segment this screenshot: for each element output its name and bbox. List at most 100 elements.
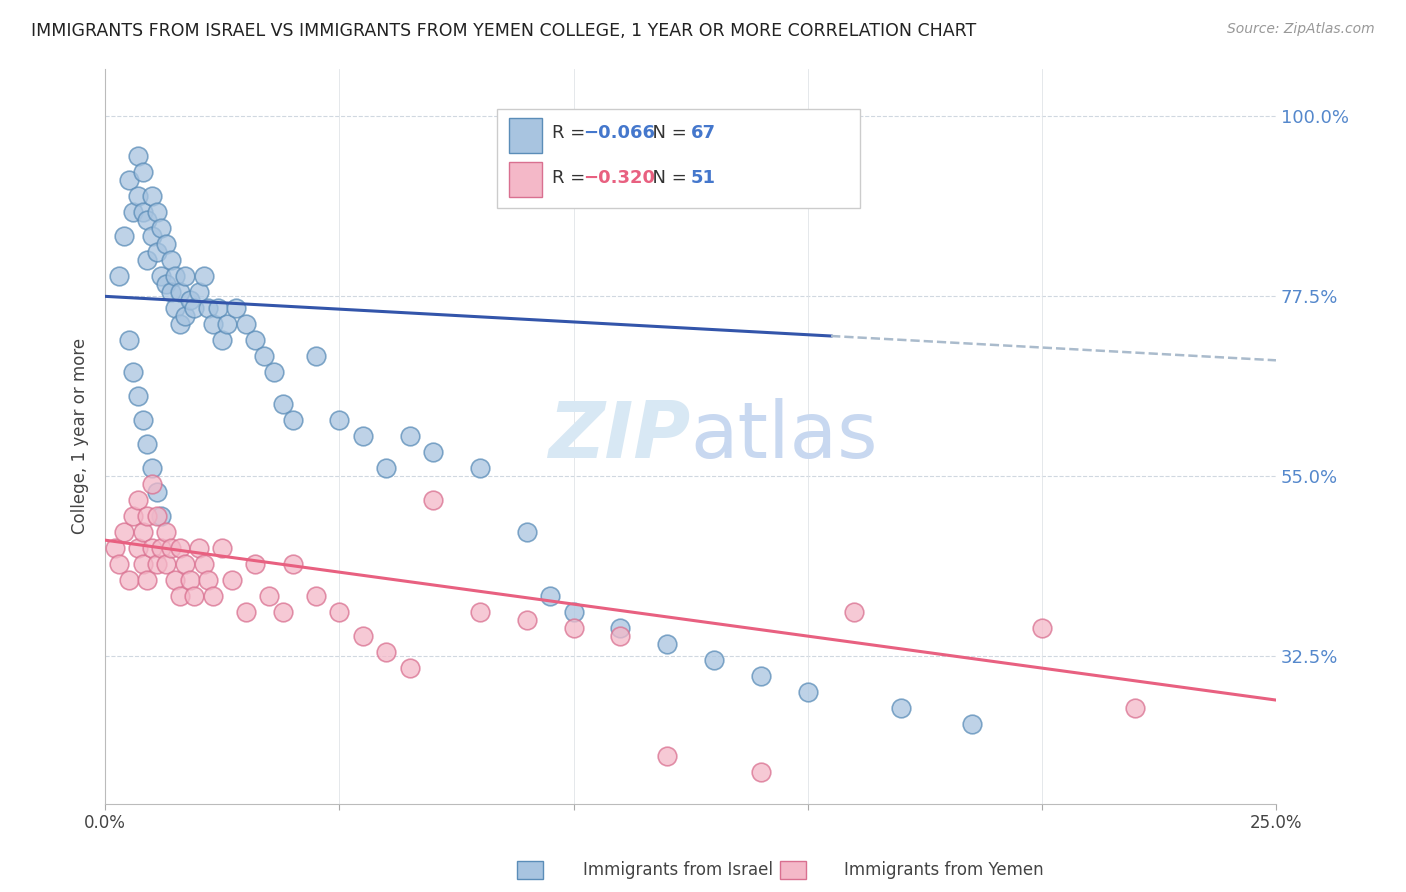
Point	[253, 349, 276, 363]
FancyBboxPatch shape	[509, 118, 541, 153]
Point	[117, 573, 139, 587]
Point	[243, 557, 266, 571]
Point	[131, 205, 153, 219]
Point	[211, 334, 233, 348]
Point	[657, 749, 679, 764]
Text: N =: N =	[641, 124, 693, 142]
Point	[538, 589, 561, 603]
Point	[108, 269, 131, 284]
Point	[305, 589, 328, 603]
Text: −0.320: −0.320	[583, 169, 655, 187]
Point	[165, 301, 187, 316]
Point	[516, 525, 538, 540]
Point	[328, 413, 350, 427]
Point	[215, 318, 238, 332]
Point	[165, 573, 187, 587]
Point	[173, 269, 195, 284]
Point	[609, 629, 631, 643]
Text: 51: 51	[690, 169, 716, 187]
Point	[468, 461, 491, 475]
Point	[375, 645, 398, 659]
Text: Source: ZipAtlas.com: Source: ZipAtlas.com	[1227, 22, 1375, 37]
Text: R =: R =	[553, 124, 592, 142]
Point	[1031, 621, 1053, 635]
Point	[103, 541, 125, 556]
Text: N =: N =	[641, 169, 693, 187]
Point	[159, 285, 181, 300]
Point	[165, 269, 187, 284]
Point	[150, 221, 173, 235]
Point	[127, 541, 149, 556]
Text: IMMIGRANTS FROM ISRAEL VS IMMIGRANTS FROM YEMEN COLLEGE, 1 YEAR OR MORE CORRELAT: IMMIGRANTS FROM ISRAEL VS IMMIGRANTS FRO…	[31, 22, 976, 40]
Point	[131, 557, 153, 571]
Point	[169, 285, 191, 300]
Point	[197, 573, 219, 587]
Point	[890, 701, 912, 715]
FancyBboxPatch shape	[498, 109, 860, 208]
Point	[398, 661, 420, 675]
Point	[197, 301, 219, 316]
Point	[169, 318, 191, 332]
Point	[468, 605, 491, 619]
Point	[155, 557, 177, 571]
Point	[749, 764, 772, 779]
Point	[749, 669, 772, 683]
Point	[179, 293, 201, 308]
Point	[352, 429, 374, 443]
Point	[281, 413, 304, 427]
Point	[169, 541, 191, 556]
Point	[844, 605, 866, 619]
Point	[159, 253, 181, 268]
Point	[562, 621, 585, 635]
Point	[145, 557, 167, 571]
Point	[127, 149, 149, 163]
Point	[516, 613, 538, 627]
Text: Immigrants from Israel: Immigrants from Israel	[583, 861, 773, 879]
FancyBboxPatch shape	[509, 162, 541, 197]
Text: ZIP: ZIP	[548, 398, 690, 475]
Point	[271, 397, 294, 411]
Point	[271, 605, 294, 619]
Point	[193, 557, 215, 571]
Point	[136, 213, 159, 227]
Point	[122, 205, 145, 219]
Point	[352, 629, 374, 643]
Point	[117, 173, 139, 187]
Point	[159, 541, 181, 556]
Point	[136, 509, 159, 524]
Point	[136, 437, 159, 451]
Point	[127, 389, 149, 403]
Point	[141, 461, 163, 475]
Point	[127, 189, 149, 203]
Point	[131, 413, 153, 427]
Point	[211, 541, 233, 556]
Point	[703, 653, 725, 667]
Point	[141, 477, 163, 491]
Point	[328, 605, 350, 619]
Point	[155, 237, 177, 252]
Point	[141, 541, 163, 556]
Point	[1125, 701, 1147, 715]
Point	[201, 318, 224, 332]
Point	[193, 269, 215, 284]
Text: Immigrants from Yemen: Immigrants from Yemen	[844, 861, 1043, 879]
Point	[131, 165, 153, 179]
Point	[243, 334, 266, 348]
Point	[207, 301, 229, 316]
Text: atlas: atlas	[690, 398, 879, 475]
Point	[235, 605, 257, 619]
Text: −0.066: −0.066	[583, 124, 655, 142]
Point	[169, 589, 191, 603]
Point	[263, 365, 285, 379]
Text: 67: 67	[690, 124, 716, 142]
Point	[183, 589, 205, 603]
Point	[122, 365, 145, 379]
Text: R =: R =	[553, 169, 592, 187]
Point	[187, 541, 209, 556]
Point	[398, 429, 420, 443]
Point	[127, 493, 149, 508]
Point	[257, 589, 280, 603]
Point	[609, 621, 631, 635]
Point	[796, 685, 818, 699]
Point	[960, 717, 983, 731]
